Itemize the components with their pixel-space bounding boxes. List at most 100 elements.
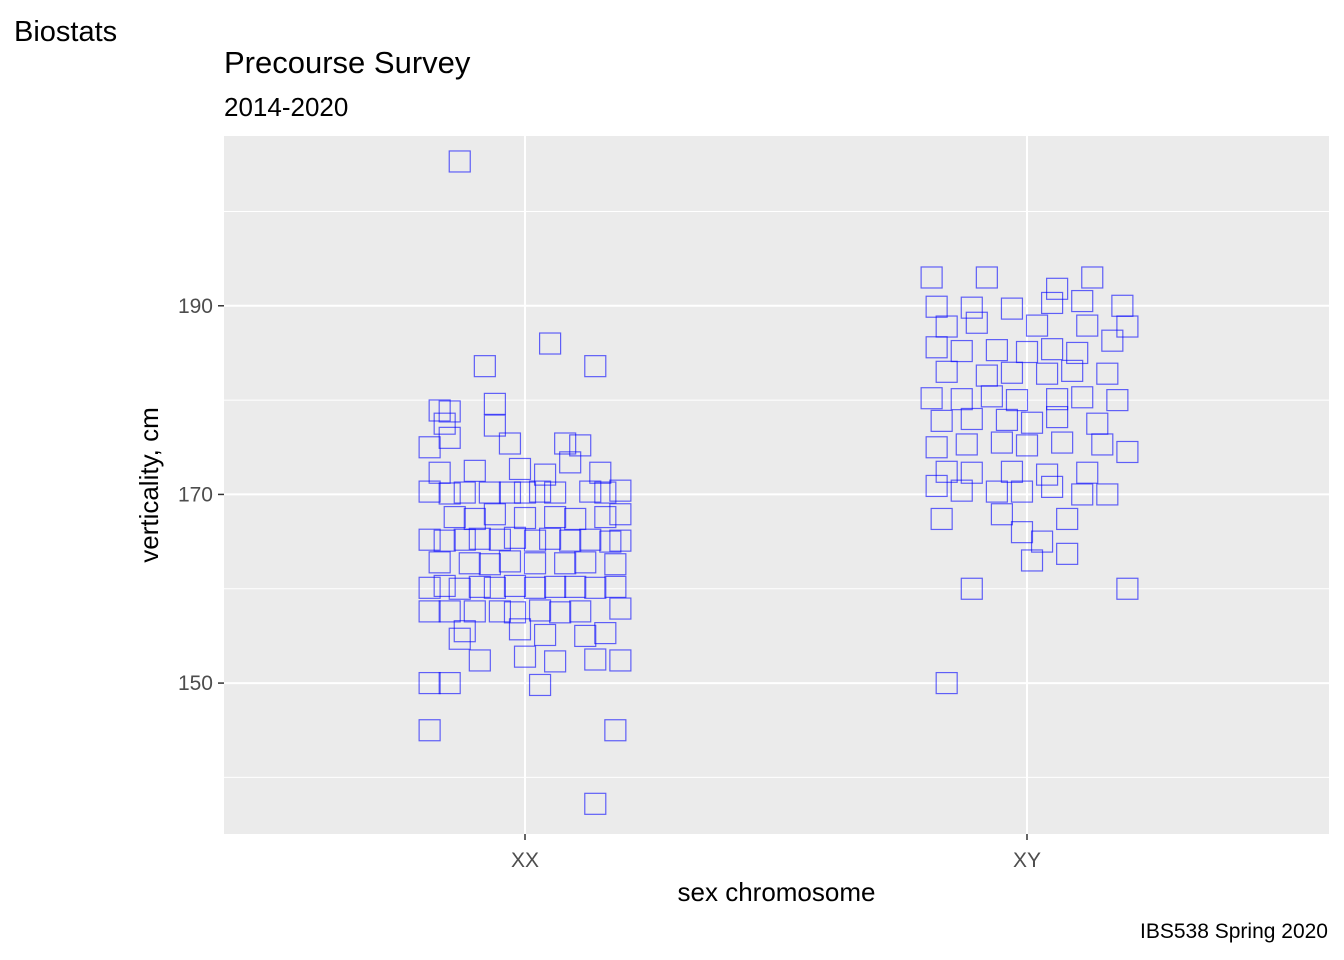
data-point [950, 479, 973, 502]
data-point [574, 551, 597, 574]
data-point [1051, 431, 1074, 454]
data-point [418, 600, 441, 623]
major-gridlines [224, 136, 1329, 834]
data-point [523, 552, 547, 575]
data-point [584, 648, 607, 671]
data-point [1106, 389, 1129, 412]
data-point [1101, 329, 1124, 352]
data-point [508, 457, 532, 481]
data-point [1025, 314, 1049, 337]
data-point [433, 412, 456, 435]
data-point [468, 575, 491, 598]
data-point [920, 266, 943, 289]
data-point [604, 553, 627, 576]
y-axis-title: verticality, cm [134, 407, 164, 563]
data-point [513, 645, 537, 668]
data-point [609, 503, 632, 526]
data-point [1040, 291, 1064, 315]
data-point [1000, 361, 1024, 384]
data-point [1076, 461, 1099, 484]
data-point [1046, 388, 1069, 411]
data-point [498, 481, 522, 504]
tag-label: Biostats [14, 16, 118, 48]
data-point [498, 432, 522, 455]
data-point [584, 576, 607, 599]
data-point [538, 332, 562, 355]
data-point [609, 479, 632, 502]
data-point [950, 339, 973, 363]
y-tick-label: 170 [178, 483, 213, 506]
data-point [930, 409, 953, 432]
data-point [1015, 340, 1039, 364]
y-tick-label: 190 [178, 295, 213, 318]
data-point [990, 431, 1014, 454]
data-point [990, 503, 1014, 526]
data-point [574, 624, 597, 648]
data-point [1020, 411, 1044, 434]
data-point [1081, 266, 1104, 289]
data-point [554, 552, 577, 575]
chart-title: Precourse Survey [224, 45, 471, 80]
data-point [1116, 577, 1139, 600]
data-point [1000, 297, 1024, 320]
y-axis: 150 170 190 [178, 295, 224, 695]
data-point [483, 414, 506, 437]
data-point [584, 355, 607, 378]
data-point [433, 529, 456, 552]
data-point [1056, 507, 1079, 531]
data-point [418, 436, 441, 459]
data-point [438, 671, 461, 695]
y-tick-label: 150 [178, 672, 213, 695]
data-point [544, 650, 567, 673]
x-axis-title: sex chromosome [678, 877, 876, 907]
plot-panel [224, 136, 1329, 834]
data-point [559, 451, 582, 474]
data-point [443, 505, 466, 529]
data-point [1091, 433, 1114, 456]
x-tick-label: XX [511, 849, 539, 872]
data-point [428, 551, 451, 574]
data-point [564, 575, 587, 598]
data-point [1020, 549, 1044, 572]
data-point [453, 620, 476, 643]
data-point [503, 526, 527, 549]
data-point [473, 355, 496, 378]
data-point [453, 481, 476, 504]
data-point [448, 150, 471, 173]
data-point [579, 528, 602, 551]
data-point [503, 601, 527, 624]
data-point [930, 507, 953, 531]
data-point [418, 480, 441, 503]
data-point [559, 529, 582, 552]
data-point [594, 621, 617, 645]
data-point [1076, 314, 1099, 337]
data-point [1010, 480, 1034, 503]
data-point [533, 623, 557, 647]
data-point [935, 671, 958, 695]
data-point [604, 719, 627, 742]
data-point [1066, 341, 1089, 365]
data-point [609, 649, 632, 672]
data-point [985, 339, 1008, 362]
x-axis: XX XY [511, 834, 1041, 872]
data-point [569, 600, 592, 623]
data-point [1040, 475, 1064, 498]
data-point [995, 408, 1019, 432]
caption: IBS538 Spring 2020 [1140, 920, 1328, 943]
data-point [538, 527, 562, 550]
data-point [960, 296, 983, 319]
chart-subtitle: 2014-2020 [224, 92, 349, 122]
data-point [418, 576, 441, 599]
data-point [448, 627, 471, 650]
data-point [418, 671, 441, 695]
data-point [925, 336, 948, 359]
data-point [1015, 434, 1039, 457]
data-point [478, 481, 501, 504]
data-point [925, 436, 948, 459]
data-point [468, 649, 491, 672]
data-point [920, 387, 943, 410]
data-point [1040, 338, 1064, 361]
data-point [609, 597, 632, 620]
data-point [523, 529, 547, 552]
